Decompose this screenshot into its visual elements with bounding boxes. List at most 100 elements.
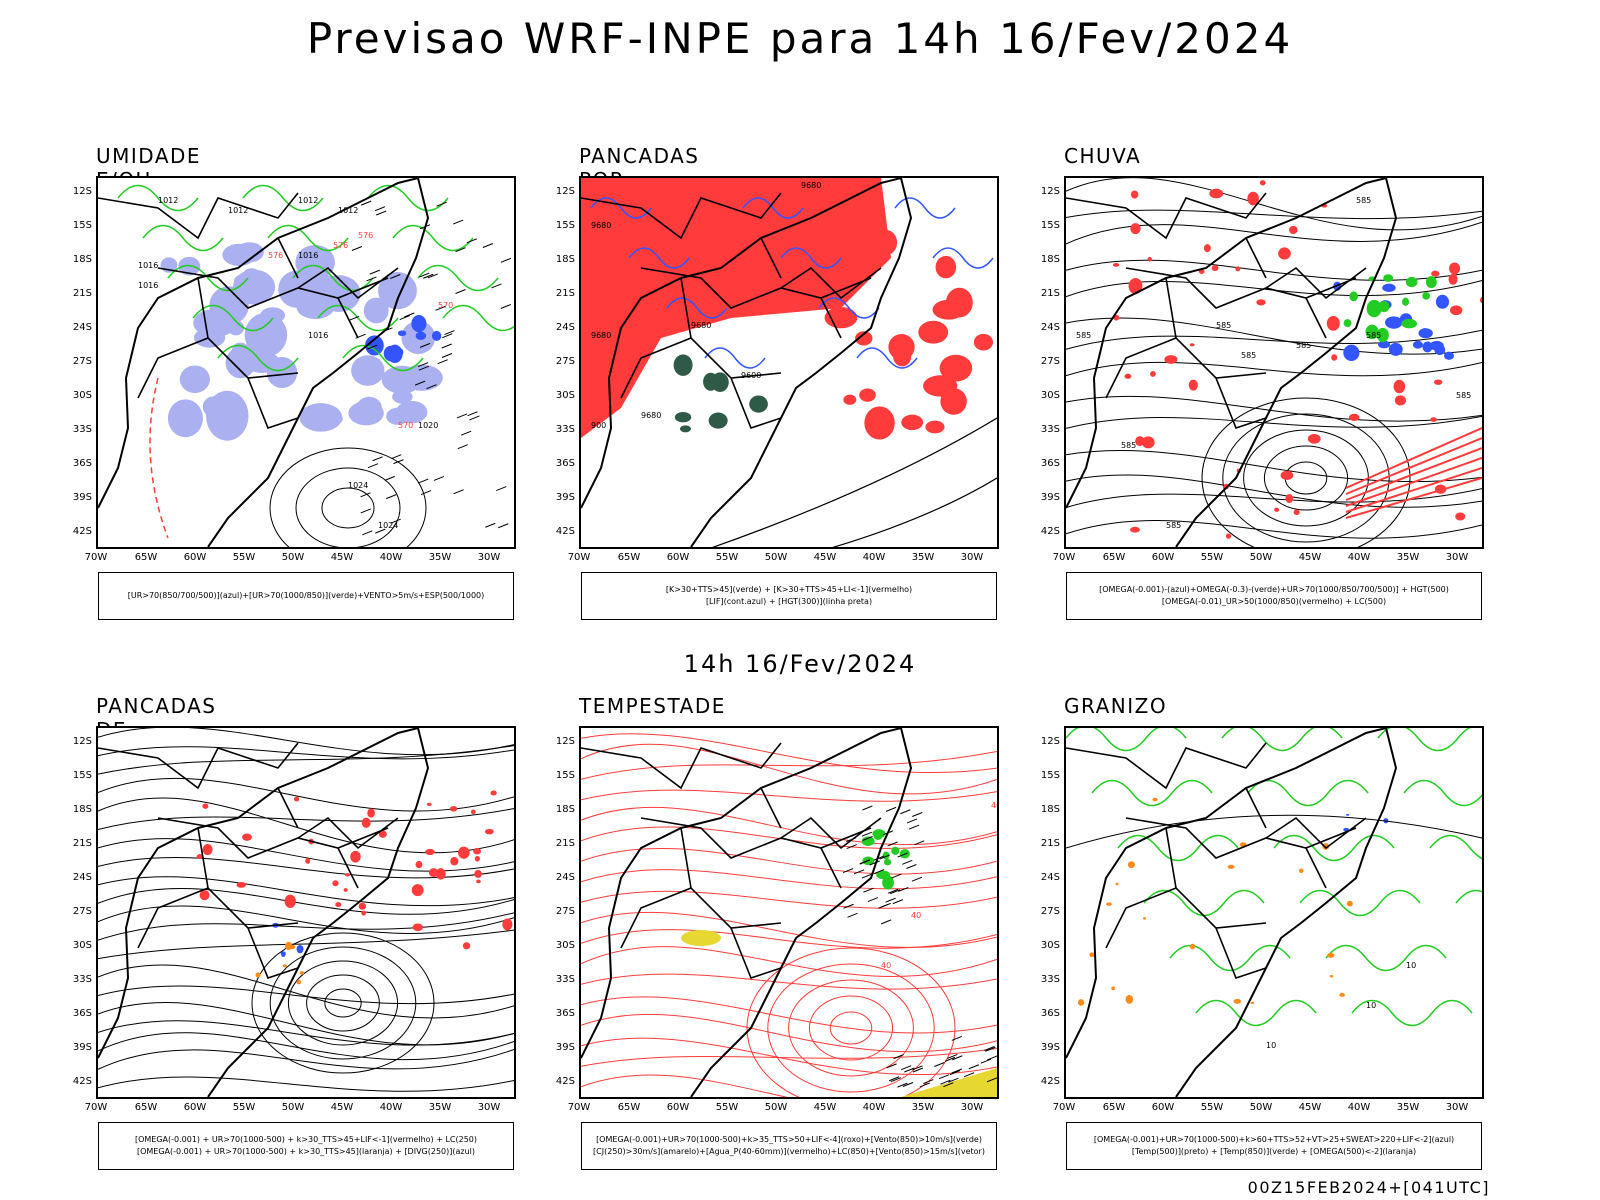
omega-red-cell bbox=[1128, 277, 1143, 295]
omega-red-cell bbox=[1326, 316, 1340, 331]
latitude-tick-label: 27S bbox=[72, 356, 92, 367]
latitude-tick-label: 15S bbox=[1040, 220, 1060, 231]
latitude-tick-label: 42S bbox=[1040, 526, 1060, 537]
wind-vector bbox=[869, 860, 880, 866]
latitude-tick-label: 27S bbox=[555, 906, 575, 917]
omega-green-cell bbox=[1366, 299, 1382, 318]
wind-vector bbox=[375, 528, 386, 534]
wind-green-area bbox=[876, 870, 891, 880]
latitude-tick-label: 12S bbox=[555, 736, 575, 747]
low-level-streamline bbox=[581, 733, 997, 774]
wind-vector bbox=[420, 490, 432, 496]
longitude-tick-label: 40W bbox=[379, 1102, 403, 1113]
longitude-tick-label: 60W bbox=[666, 1102, 690, 1113]
low-level-streamline bbox=[581, 789, 997, 802]
omega-red-cell bbox=[1256, 299, 1266, 306]
convection-red-cell bbox=[484, 828, 494, 835]
omega-blue-cell bbox=[1378, 340, 1391, 349]
wind-vector bbox=[900, 809, 911, 815]
convection-red-cell bbox=[462, 942, 471, 950]
wind-vector bbox=[500, 257, 512, 263]
wind-vector bbox=[426, 384, 437, 390]
convection-red-cell bbox=[450, 856, 459, 866]
streamline bbox=[1066, 221, 1482, 245]
humidity-blue-area bbox=[167, 399, 203, 438]
wind-vector bbox=[873, 855, 885, 861]
omega-red-cell bbox=[1203, 244, 1211, 253]
wind-vector bbox=[391, 454, 402, 460]
legend-line: [K>30+TTS>45](verde) + [K>30+TTS>45+LI<-… bbox=[665, 585, 913, 594]
longitude-tick-label: 30W bbox=[477, 1102, 501, 1113]
wind-vector bbox=[938, 1074, 950, 1080]
latitude-tick-label: 12S bbox=[1040, 736, 1060, 747]
wind-vector bbox=[362, 530, 373, 536]
contour-label: 576 bbox=[333, 241, 348, 250]
precipitable-water-contour bbox=[808, 995, 894, 1061]
omega500-orange-cell bbox=[1298, 868, 1304, 874]
latitude-tick-label: 18S bbox=[1040, 254, 1060, 265]
panel-legend: [OMEGA(-0.001)+UR>70(1000-500)+k>35_TTS>… bbox=[581, 1122, 997, 1170]
omega500-orange-cell bbox=[1142, 917, 1147, 920]
low-level-streamline bbox=[581, 1074, 788, 1097]
latitude-tick-label: 18S bbox=[1040, 804, 1060, 815]
longitude-tick-label: 30W bbox=[960, 1102, 984, 1113]
map-area: 40 40 40 bbox=[579, 726, 999, 1099]
instability-green-cell bbox=[708, 412, 728, 429]
latitude-tick-label: 15S bbox=[555, 770, 575, 781]
wind-vector bbox=[908, 824, 920, 830]
omega-red-cell bbox=[1130, 223, 1141, 235]
wind-vector bbox=[469, 415, 480, 421]
temp500-contour bbox=[1066, 814, 1482, 849]
convection-red-cell bbox=[426, 802, 432, 806]
convection-red-cell bbox=[332, 880, 339, 887]
latitude-tick-label: 36S bbox=[72, 458, 92, 469]
longitude-tick-label: 40W bbox=[1347, 552, 1371, 563]
longitude-tick-label: 35W bbox=[1396, 1102, 1420, 1113]
humidity-blue-area bbox=[400, 364, 443, 391]
longitude-tick-label: 55W bbox=[715, 1102, 739, 1113]
omega500-orange-cell bbox=[1227, 864, 1235, 869]
contour-label: 1016 bbox=[138, 281, 158, 290]
latitude-tick-label: 21S bbox=[72, 838, 92, 849]
streamline bbox=[1066, 520, 1482, 539]
streamline bbox=[98, 964, 514, 1019]
omega-green-cell bbox=[1343, 319, 1352, 328]
latitude-tick-label: 42S bbox=[1040, 1076, 1060, 1087]
omega-red-cell bbox=[1289, 225, 1298, 235]
humidity-blue-area bbox=[295, 244, 335, 280]
pressure-contour bbox=[295, 467, 401, 547]
humidity-green-contour bbox=[342, 344, 424, 372]
wind-vector bbox=[862, 836, 873, 841]
streamline-vortex bbox=[324, 988, 362, 1018]
wind-vector bbox=[949, 1070, 961, 1076]
longitude-tick-label: 65W bbox=[1102, 552, 1126, 563]
wind-vector bbox=[980, 1058, 992, 1064]
longitude-tick-label: 45W bbox=[1298, 1102, 1322, 1113]
wind-vector bbox=[360, 200, 372, 206]
wind-vector bbox=[906, 864, 917, 869]
omega-blue-cell bbox=[1434, 344, 1446, 356]
humidity-blue-area bbox=[244, 312, 288, 357]
convection-red-cell bbox=[490, 790, 497, 796]
omega-green-cell bbox=[1425, 275, 1437, 289]
longitude-tick-label: 35W bbox=[428, 552, 452, 563]
longitude-tick-label: 70W bbox=[84, 1102, 108, 1113]
omega-green-cell bbox=[1383, 274, 1394, 282]
state-borders bbox=[1066, 192, 1367, 429]
longitude-tick-label: 60W bbox=[183, 1102, 207, 1113]
latitude-tick-label: 27S bbox=[555, 356, 575, 367]
longitude-tick-label: 40W bbox=[862, 1102, 886, 1113]
wind-vector bbox=[951, 1068, 962, 1074]
latitude-tick-label: 12S bbox=[72, 736, 92, 747]
latitude-tick-label: 24S bbox=[555, 322, 575, 333]
convection-orange-cell bbox=[285, 941, 293, 951]
longitude-tick-label: 65W bbox=[134, 552, 158, 563]
map-svg: 1012 1012 1012 1012 1016 1016 1016 1016 1020 1024… bbox=[98, 178, 514, 547]
latitude-tick-label: 24S bbox=[72, 322, 92, 333]
longitude-tick-label: 50W bbox=[1249, 1102, 1273, 1113]
longitude-tick-label: 70W bbox=[567, 1102, 591, 1113]
omega500-orange-cell bbox=[1115, 882, 1119, 886]
latitude-tick-label: 42S bbox=[555, 1076, 575, 1087]
wind-vector bbox=[968, 1064, 980, 1070]
contour-label: 1012 bbox=[298, 196, 318, 205]
